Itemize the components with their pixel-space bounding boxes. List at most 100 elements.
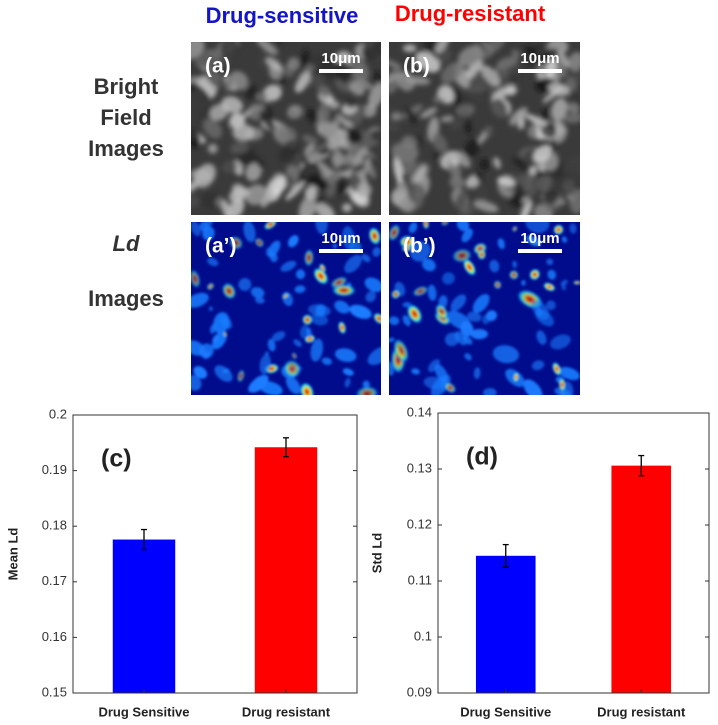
y-tick-label: 0.17: [42, 573, 67, 588]
texture-blob: [310, 338, 324, 362]
texture-blob: [254, 296, 265, 304]
texture-blob: [452, 248, 472, 263]
texture-blob: [245, 162, 262, 182]
texture-blob: [512, 260, 518, 269]
texture-blob: [482, 387, 497, 395]
texture-blob: [533, 144, 552, 164]
texture-blob: [457, 45, 483, 67]
texture-blob: [291, 352, 298, 360]
texture-blob: [205, 72, 222, 89]
texture-blob: [344, 377, 351, 388]
panel-label: (c): [101, 445, 132, 473]
texture-blob: [308, 52, 325, 67]
texture-blob: [569, 93, 580, 107]
texture-blob: [304, 249, 314, 267]
micrograph: (b’) 10μm: [389, 222, 580, 395]
texture-blob: [569, 189, 580, 214]
texture-blob: [561, 285, 567, 291]
texture-blob: [334, 300, 350, 314]
texture-blob: [568, 52, 580, 71]
texture-blob: [255, 42, 278, 55]
texture-blob: [469, 75, 489, 94]
texture-blob: [222, 282, 237, 300]
texture-blob: [306, 108, 321, 124]
texture-blob: [434, 364, 449, 383]
texture-blob: [315, 222, 328, 235]
texture-blob: [221, 96, 243, 114]
texture-blob: [470, 329, 488, 340]
texture-blob: [389, 360, 395, 376]
texture-blob: [354, 78, 373, 90]
texture-blob: [463, 89, 486, 104]
texture-blob: [428, 359, 441, 373]
texture-blob: [474, 181, 487, 201]
texture-blob: [266, 57, 282, 72]
texture-blob: [438, 47, 451, 64]
texture-blob: [249, 374, 269, 393]
texture-blob: [536, 330, 547, 345]
column-header: Drug-resistant: [395, 1, 546, 26]
texture-blob: [191, 130, 201, 148]
bar: [475, 555, 536, 693]
texture-blob: [368, 227, 381, 246]
texture-blob: [431, 133, 448, 153]
texture-blob: [440, 115, 454, 123]
y-axis-label: Std Ld: [369, 533, 384, 573]
texture-blob: [191, 76, 203, 84]
texture-blob: [191, 375, 202, 391]
texture-blob: [493, 157, 501, 169]
scale-bar-label: 10μm: [520, 230, 559, 247]
texture-blob: [221, 200, 231, 215]
texture-blob: [484, 125, 494, 137]
texture-blob: [406, 304, 423, 324]
texture-blob: [223, 331, 228, 338]
texture-blob: [509, 107, 528, 125]
texture-blob: [301, 155, 316, 179]
texture-blob: [523, 379, 543, 395]
texture-blob: [531, 360, 545, 371]
texture-blob: [254, 237, 265, 248]
x-tick-label: Drug resistant: [242, 704, 331, 719]
texture-blob: [254, 156, 266, 170]
texture-blob: [511, 49, 521, 58]
texture-blob: [557, 50, 570, 68]
texture-blob: [280, 260, 297, 272]
texture-blob: [191, 222, 201, 237]
texture-blob: [454, 189, 469, 211]
texture-blob: [519, 200, 533, 215]
texture-blob: [477, 249, 487, 260]
texture-blob: [206, 282, 215, 291]
texture-blob: [411, 368, 420, 375]
texture-blob: [401, 245, 412, 252]
texture-blob: [228, 197, 245, 215]
texture-blob: [259, 354, 271, 375]
texture-blob: [263, 222, 278, 230]
texture-blob: [558, 377, 566, 392]
texture-blob: [278, 76, 287, 86]
texture-blob: [407, 183, 426, 203]
texture-blob: [543, 189, 559, 205]
texture-blob: [446, 310, 472, 330]
texture-blob: [278, 139, 300, 163]
texture-blob: [493, 280, 502, 290]
texture-blob: [221, 160, 238, 174]
texture-blob: [432, 150, 440, 161]
texture-blob: [229, 236, 243, 250]
texture-blob: [195, 49, 220, 69]
x-tick-label: Drug Sensitive: [460, 704, 551, 719]
texture-blob: [525, 222, 550, 234]
texture-blob: [512, 225, 518, 232]
y-tick-label: 0.09: [407, 684, 432, 699]
texture-blob: [561, 236, 568, 243]
texture-blob: [294, 285, 306, 294]
texture-blob: [273, 122, 289, 143]
texture-blob: [396, 177, 408, 198]
texture-blob: [415, 51, 441, 73]
image-grid: (a) 10μm (b) 10μm (a’) 10μm (b’) 10μm: [191, 42, 580, 395]
texture-blob: [437, 85, 453, 100]
texture-blob: [441, 222, 450, 226]
texture-blob: [523, 46, 538, 56]
texture-blob: [427, 284, 437, 301]
texture-blob: [267, 338, 276, 352]
texture-blob: [295, 269, 306, 280]
